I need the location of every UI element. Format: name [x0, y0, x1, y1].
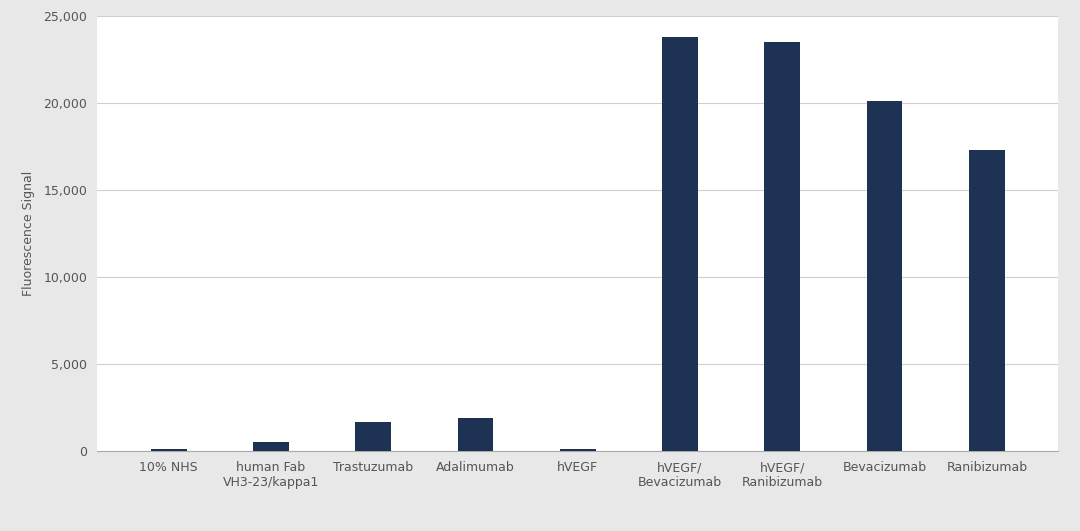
- Bar: [355, 422, 391, 451]
- Y-axis label: Fluorescence Signal: Fluorescence Signal: [23, 171, 36, 296]
- Bar: [662, 37, 698, 451]
- Bar: [866, 101, 903, 451]
- Bar: [151, 449, 187, 451]
- Bar: [765, 42, 800, 451]
- Bar: [969, 150, 1004, 451]
- Bar: [458, 418, 494, 451]
- Bar: [559, 449, 596, 451]
- Bar: [253, 442, 289, 451]
